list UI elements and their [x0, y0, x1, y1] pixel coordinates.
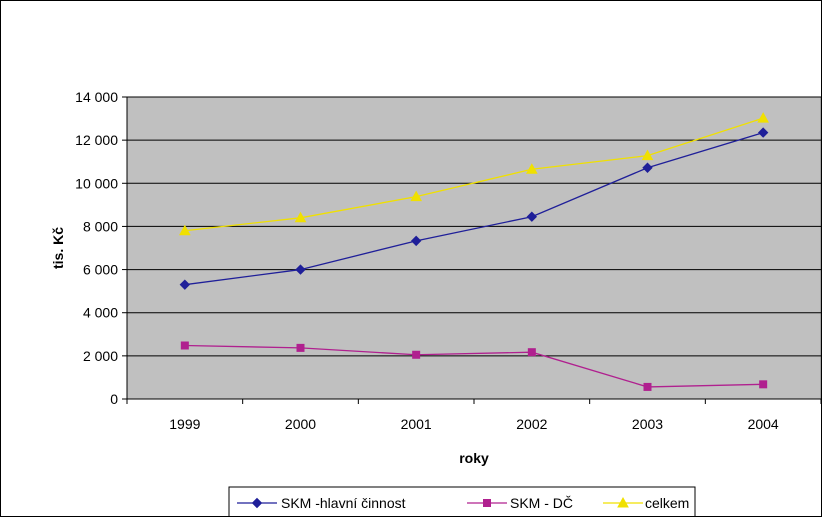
y-tick-label: 12 000 — [75, 132, 118, 148]
data-point — [294, 211, 307, 223]
y-axis-title: tis. Kč — [50, 227, 66, 269]
series-line — [184, 344, 764, 388]
axes: 0 2 000 4 000 6 000 8 000 10 000 12 000 14 000 1… — [75, 89, 822, 432]
x-axis-title: roky — [459, 450, 489, 466]
y-tick-label: 4 000 — [83, 305, 118, 321]
data-point — [179, 279, 191, 290]
data-point — [759, 380, 768, 389]
data-point — [410, 235, 422, 247]
data-point — [757, 127, 769, 138]
y-tick-label: 14 000 — [75, 89, 118, 105]
data-point — [757, 112, 770, 123]
data-point — [295, 264, 306, 275]
y-tick-label: 2 000 — [83, 348, 118, 364]
series — [179, 127, 769, 290]
data-point — [525, 163, 538, 174]
legend: SKM -hlavní činnost SKM - DČ celkem — [228, 486, 696, 520]
y-tick-label: 8 000 — [83, 218, 118, 234]
y-tick-label: 0 — [110, 391, 118, 407]
legend-label: SKM -hlavní činnost — [281, 495, 406, 511]
x-tick-label: 1999 — [169, 416, 200, 432]
data-point — [617, 496, 629, 508]
y-tick-label: 6 000 — [83, 262, 118, 278]
x-tick-label: 2001 — [401, 416, 432, 432]
data-point — [180, 341, 189, 350]
x-tick-label: 2000 — [285, 416, 316, 432]
data-point — [251, 497, 263, 509]
data-point — [412, 350, 421, 359]
data-point — [641, 149, 654, 161]
data-point — [526, 211, 538, 222]
data-point — [410, 190, 423, 202]
x-tick-label: 2003 — [632, 416, 663, 432]
data-point — [483, 499, 491, 507]
legend-label: celkem — [645, 495, 689, 511]
series-group — [178, 112, 770, 391]
data-point — [178, 224, 191, 236]
series-line — [184, 131, 764, 286]
data-point — [642, 162, 653, 173]
series-line — [184, 117, 764, 232]
series — [180, 341, 768, 391]
data-point — [643, 382, 652, 391]
data-point — [527, 348, 536, 357]
x-tick-label: 2004 — [748, 416, 779, 432]
legend-label: SKM - DČ — [510, 495, 573, 511]
plot-area — [126, 96, 822, 400]
x-tick-label: 2002 — [516, 416, 547, 432]
series — [178, 112, 770, 236]
y-tick-label: 10 000 — [75, 175, 118, 191]
data-point — [296, 343, 305, 352]
